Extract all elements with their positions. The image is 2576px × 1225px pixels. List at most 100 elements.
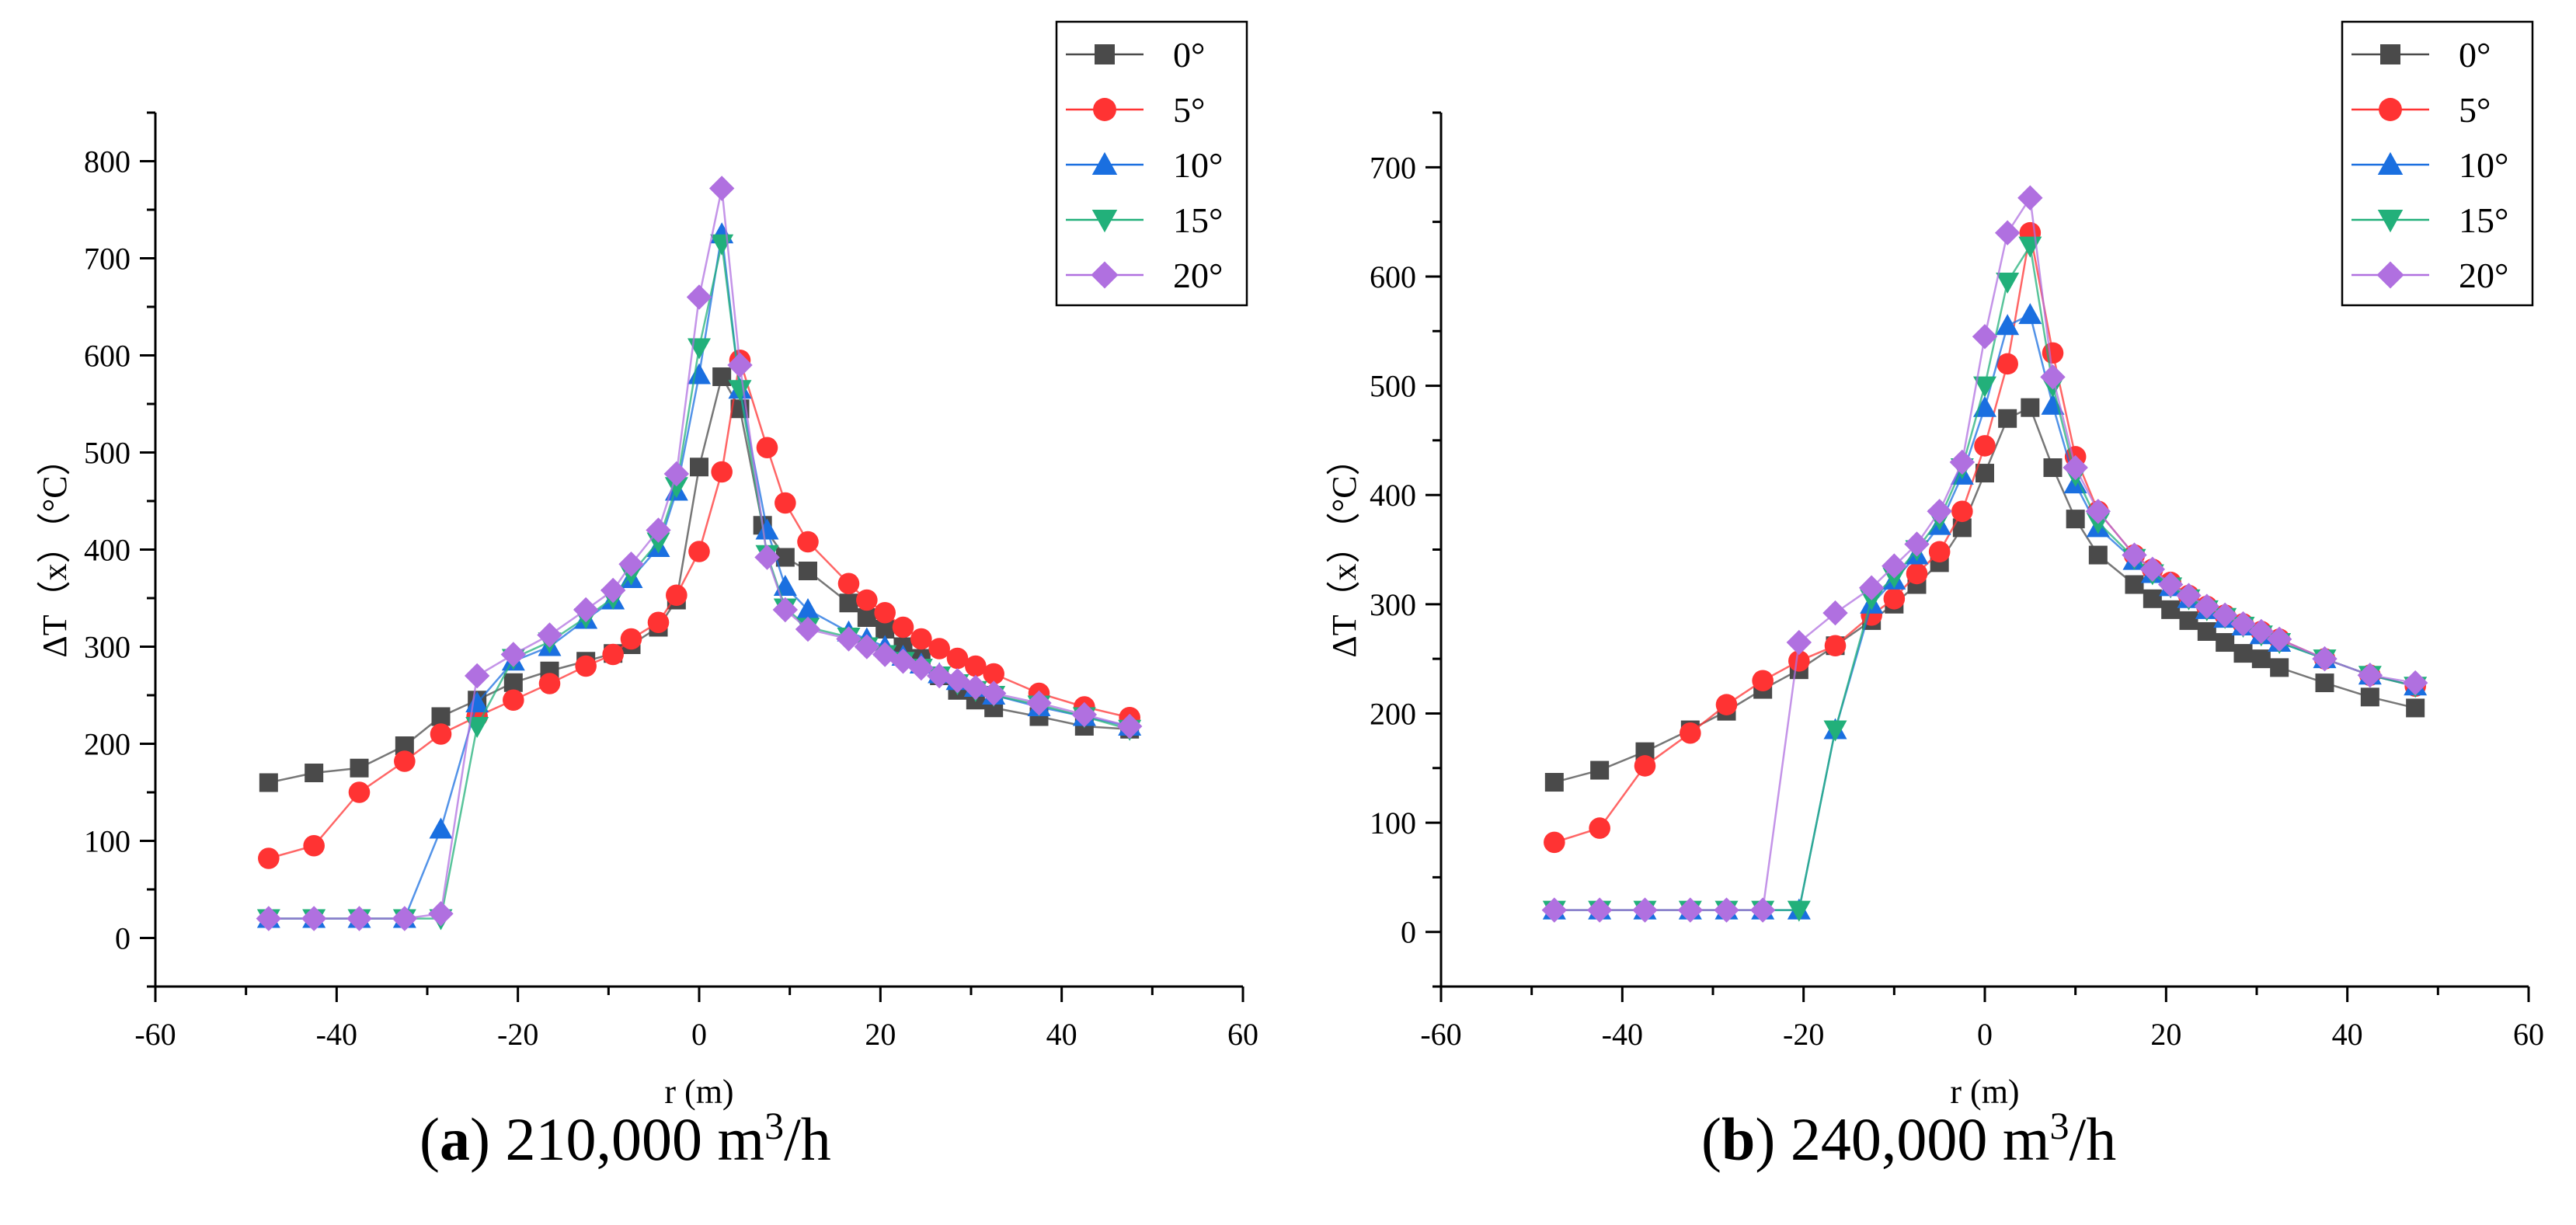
data-point	[305, 764, 324, 782]
data-point	[2251, 649, 2271, 669]
data-point	[392, 906, 418, 931]
legend-marker	[1091, 151, 1118, 175]
data-point	[573, 597, 599, 623]
data-point	[728, 380, 752, 402]
data-point	[836, 626, 862, 652]
data-point	[2357, 663, 2383, 688]
data-point	[2066, 510, 2085, 529]
data-point	[711, 461, 733, 483]
legend-box	[2341, 20, 2534, 307]
data-point	[301, 906, 327, 931]
data-point	[1634, 755, 1656, 777]
data-point	[2360, 687, 2379, 707]
x-tick-label: 0	[691, 1017, 707, 1052]
data-point	[1822, 600, 1848, 626]
data-point	[1677, 897, 1704, 923]
data-point	[465, 717, 489, 738]
y-tick-label: 600	[84, 339, 131, 374]
data-point	[754, 545, 780, 570]
data-point	[795, 616, 821, 642]
data-point	[503, 673, 523, 692]
y-tick-label: 200	[1370, 696, 1416, 731]
data-point	[2143, 589, 2162, 608]
data-point	[258, 847, 280, 869]
data-point	[2270, 658, 2289, 677]
data-point	[600, 577, 626, 604]
data-point	[646, 517, 671, 543]
data-point	[259, 773, 278, 792]
legend: 0° 5° 10° 15° 20°	[2341, 20, 2534, 307]
x-axis-label: r (m)	[664, 1073, 733, 1111]
series-line	[268, 234, 1130, 920]
data-point	[1787, 900, 1811, 922]
data-point	[857, 608, 876, 627]
data-point	[1586, 897, 1613, 923]
series-1	[1544, 221, 2426, 854]
series-line	[268, 360, 1130, 860]
data-point	[928, 638, 950, 659]
data-point	[688, 541, 710, 562]
data-point	[2248, 618, 2275, 645]
caption-b-letter: b	[1721, 1105, 1756, 1173]
data-point	[1786, 629, 1812, 656]
data-point	[1824, 635, 1847, 657]
data-point	[1928, 541, 1951, 563]
legend-label: 0°	[1173, 35, 1205, 75]
data-point	[854, 634, 880, 659]
y-tick-label: 700	[1370, 150, 1416, 185]
data-point	[1883, 587, 1906, 610]
data-point	[618, 552, 644, 577]
legend-marker	[1091, 210, 1118, 233]
x-tick-label: 0	[1977, 1017, 1993, 1052]
legend-marker	[1093, 98, 1116, 121]
series-line	[268, 374, 1130, 784]
data-point	[708, 176, 735, 201]
data-point	[1823, 720, 1847, 742]
caption-b-sup: 3	[2049, 1104, 2070, 1147]
data-point	[796, 598, 820, 619]
data-point	[2122, 542, 2147, 568]
y-tick-label: 300	[1370, 587, 1416, 622]
data-point	[348, 781, 371, 803]
data-point	[1996, 353, 2018, 375]
data-point	[503, 689, 524, 712]
caption-b-text: ) 240,000 m	[1755, 1105, 2050, 1173]
data-point	[712, 367, 732, 386]
legend-marker	[2380, 44, 2400, 64]
data-point	[1071, 701, 1098, 728]
data-point	[2157, 572, 2184, 597]
legend-box	[1055, 20, 1248, 307]
data-point	[797, 531, 819, 553]
data-point	[946, 647, 969, 670]
x-tick-label: 40	[2332, 1017, 2363, 1052]
data-point	[2063, 454, 2088, 481]
data-point	[983, 663, 1004, 685]
y-tick-label: 400	[1370, 478, 1416, 513]
data-point	[1788, 650, 1810, 672]
data-point	[1973, 395, 1996, 417]
data-point	[1714, 897, 1739, 923]
series-4	[256, 176, 1143, 931]
data-point	[2266, 626, 2292, 653]
x-tick-label: -20	[497, 1017, 538, 1052]
legend-marker	[1095, 44, 1115, 64]
data-point	[2161, 600, 2181, 619]
y-tick-label: 300	[84, 630, 131, 665]
data-point	[394, 750, 416, 772]
data-point	[346, 906, 372, 931]
legend-label: 0°	[2459, 35, 2491, 75]
x-tick-label: 20	[2150, 1017, 2181, 1052]
data-point	[602, 643, 624, 666]
data-point	[2018, 303, 2042, 325]
data-point	[2088, 545, 2108, 565]
data-point	[2230, 611, 2256, 637]
y-tick-label: 600	[1370, 259, 1416, 294]
y-tick-label: 100	[84, 824, 131, 859]
data-point	[874, 601, 896, 624]
data-point	[965, 655, 987, 677]
data-point	[1715, 694, 1738, 715]
legend-marker	[2376, 261, 2404, 289]
data-point	[908, 655, 935, 681]
data-point	[690, 458, 708, 477]
